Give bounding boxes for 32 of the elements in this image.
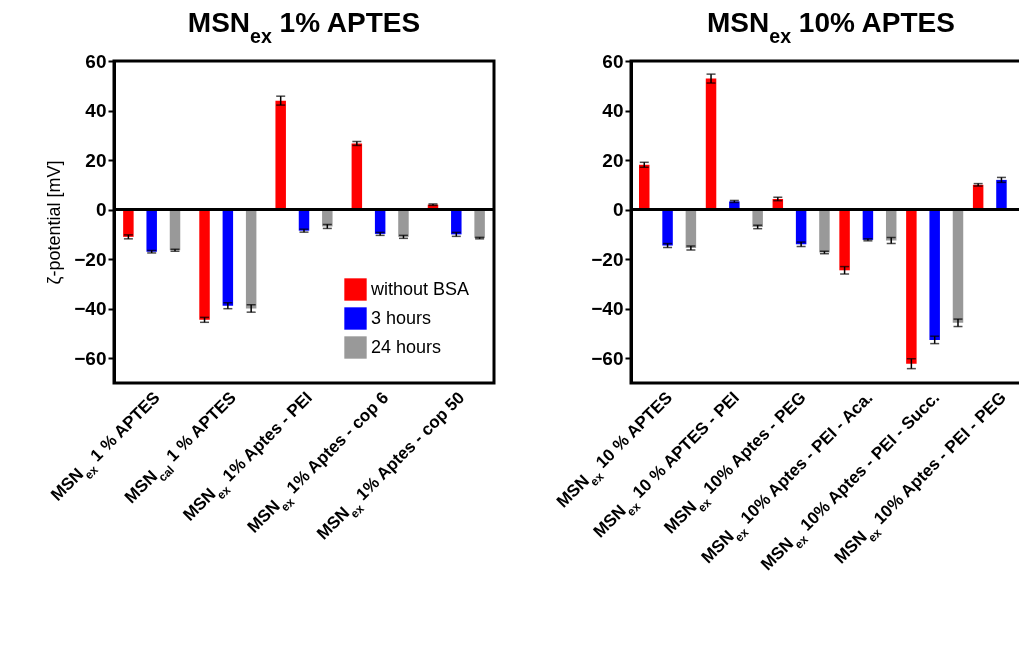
bar: [862, 209, 874, 240]
bar: [374, 209, 386, 234]
y-tick-label: 0: [612, 199, 624, 221]
bar: [705, 78, 717, 210]
bar: [398, 209, 409, 237]
y-tick-label: 20: [602, 149, 624, 171]
chart-title: MSN$_{ex}$ 10% APTES: [707, 7, 955, 47]
y-tick-label: −60: [591, 347, 624, 369]
y-tick-label: 20: [85, 149, 107, 171]
bar: [819, 209, 830, 253]
y-tick-label: 0: [95, 199, 107, 221]
y-tick-label: 40: [85, 100, 107, 122]
legend-label: 24 hours: [371, 336, 442, 357]
y-tick-label: 40: [602, 100, 624, 122]
bar: [169, 209, 181, 251]
legend-label: 3 hours: [371, 307, 432, 328]
bar: [752, 209, 763, 227]
y-tick-label: 60: [85, 50, 107, 72]
y-tick-label: −40: [74, 298, 107, 320]
bar: [146, 209, 157, 252]
chart-title: MSN$_{ex}$ 1% APTES: [187, 7, 421, 47]
bar: [685, 209, 697, 249]
y-tick-label: −20: [74, 248, 107, 270]
y-tick-label: 60: [602, 50, 624, 72]
bar: [275, 100, 286, 210]
legend-label: without BSA: [370, 278, 470, 299]
y-axis-title: ζ-potential [mV]: [44, 160, 65, 285]
y-tick-label: −60: [74, 347, 107, 369]
bar: [906, 209, 917, 364]
y-tick-label: −40: [591, 298, 624, 320]
bar: [474, 209, 485, 239]
y-tick-label: −20: [591, 248, 624, 270]
